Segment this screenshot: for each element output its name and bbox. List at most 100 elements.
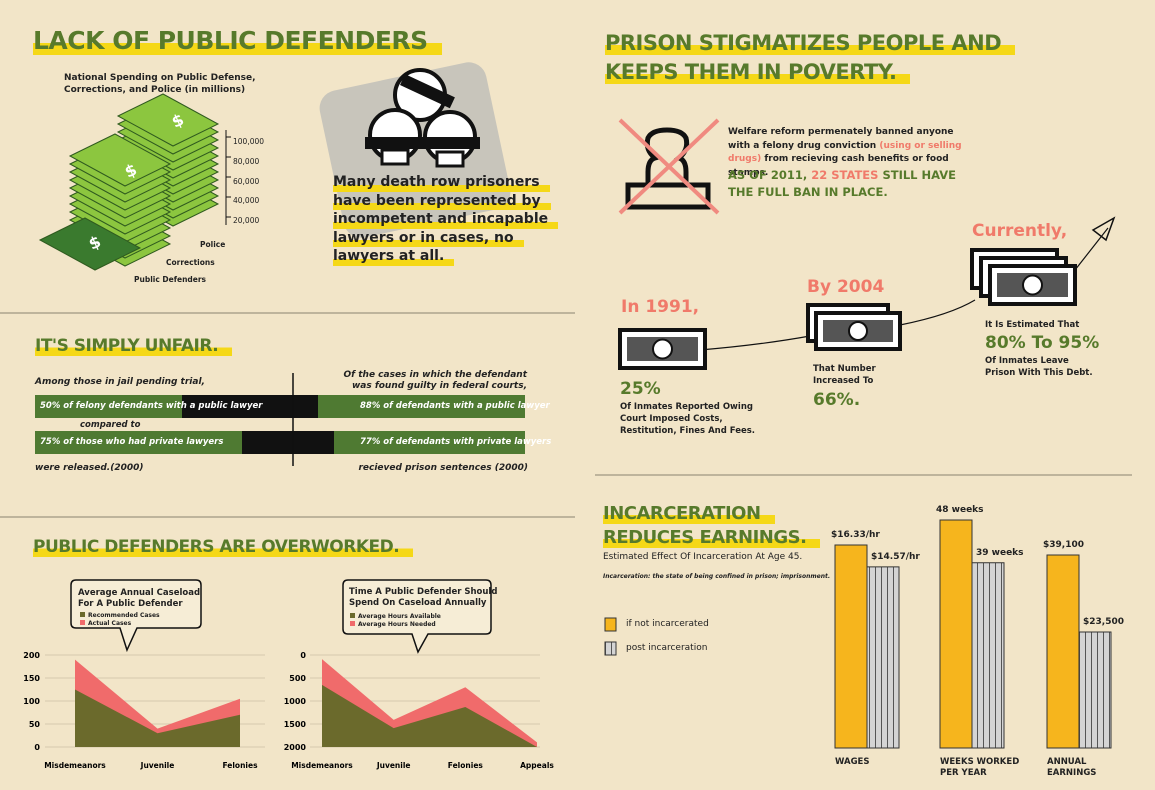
highlight: (using or selling drugs) xyxy=(728,140,962,165)
y-tick-label: 50 xyxy=(29,720,41,729)
legend-item: Average Hours Needed xyxy=(350,621,441,629)
step-text: Of Inmates Leave Prison With This Debt. xyxy=(985,356,1093,378)
arrow xyxy=(1091,216,1116,242)
legend-label: Average Hours Available xyxy=(358,613,441,620)
scale-label: 100,000 xyxy=(233,137,265,146)
legend-label: Actual Cases xyxy=(88,620,132,627)
step-text: It Is Estimated That xyxy=(985,320,1080,330)
compared: compared to xyxy=(80,420,141,430)
bills xyxy=(618,248,1077,370)
legend-swatch xyxy=(350,621,355,626)
text: from recieving cash benefits or food sta… xyxy=(728,154,949,178)
step-figure: 66%. xyxy=(813,390,861,410)
value-label: $23,500 xyxy=(1083,617,1124,627)
y-tick-label: 2000 xyxy=(284,743,307,752)
value-label: 39 weeks xyxy=(976,547,1024,558)
bar-text: 77% of defendants with private lawyers xyxy=(360,437,552,447)
title-text: IT'S SIMPLY UNFAIR. xyxy=(35,336,233,356)
intro: Of the cases in which the defendant was … xyxy=(344,370,527,392)
legend-swatch xyxy=(350,613,355,618)
x-tick-label: Felonies xyxy=(222,761,258,770)
y-tick-label: 1500 xyxy=(284,720,307,729)
text: AS OF 2011, xyxy=(728,168,812,182)
legend-label: Average Hours Needed xyxy=(358,621,436,628)
callout-line: have been represented by xyxy=(333,191,551,210)
ban-text: AS OF 2011, 22 STATES STILL HAVE THE FUL… xyxy=(728,167,963,201)
step-text: That Number Increased To xyxy=(813,364,876,386)
title-text: KEEPS THEM IN POVERTY. xyxy=(605,60,911,84)
callout-line: lawyers or in cases, no xyxy=(333,228,524,247)
title-text: PRISON STIGMATIZES PEOPLE AND xyxy=(605,31,1016,55)
title-text: REDUCES EARNINGS. xyxy=(603,527,821,548)
chart-title: Average Annual Caseload For A Public Def… xyxy=(78,588,200,610)
x-tick-label: Juvenile xyxy=(376,761,411,770)
value-label: $39,100 xyxy=(1043,540,1084,550)
text: STILL HAVE THE FULL BAN IN PLACE. xyxy=(728,168,957,199)
legend-item: Average Hours Available xyxy=(350,613,441,621)
y-tick-label: 0 xyxy=(300,651,306,660)
callout-boxes xyxy=(70,579,492,654)
area xyxy=(75,689,240,747)
step-text: Of Inmates Reported Owing Court Imposed … xyxy=(620,402,756,436)
stack-label: Police xyxy=(200,240,226,249)
money-stacks: $$$ xyxy=(38,93,231,271)
title: INCARCERATION REDUCES EARNINGS. xyxy=(603,502,821,550)
bar xyxy=(971,562,1005,749)
legend-swatch xyxy=(80,612,85,617)
legend-swatch xyxy=(80,620,85,625)
welfare-text: Welfare reform permenately banned anyone… xyxy=(728,126,968,180)
bar xyxy=(1046,554,1080,749)
step-figure: 25% xyxy=(620,379,661,399)
stack-label: Corrections xyxy=(166,258,215,267)
scale: 100,000 80,000 60,000 40,000 20,000 xyxy=(233,132,264,231)
highlight: 22 STATES xyxy=(811,168,879,182)
callout-line: Many death row prisoners xyxy=(333,173,550,192)
scale-label: 60,000 xyxy=(233,176,260,186)
callout-line: incompetent and incapable xyxy=(333,210,559,229)
step-heading: By 2004 xyxy=(807,277,885,297)
outro: recieved prison sentences (2000) xyxy=(358,463,528,473)
bar-text: 50% of felony defendants with a public l… xyxy=(40,401,263,411)
value-label: 48 weeks xyxy=(936,505,984,515)
x-tick-label: WAGES xyxy=(835,757,870,767)
x-tick-label: Juvenile xyxy=(140,761,175,770)
x-tick-label: Misdemeanors xyxy=(44,761,106,770)
x-tick-label: ANNUAL EARNINGS xyxy=(1047,757,1097,778)
bill-coin xyxy=(848,321,868,341)
bar xyxy=(866,566,900,749)
chart-title-line: Average Annual Caseload xyxy=(78,588,201,598)
x-tick-label: Felonies xyxy=(448,761,484,770)
bill-coin xyxy=(1022,274,1043,296)
value-label: $14.57/hr xyxy=(871,551,920,562)
timeline xyxy=(699,227,1109,351)
title: PRISON STIGMATIZES PEOPLE AND KEEPS THEM… xyxy=(605,29,1016,87)
scale-label: 40,000 xyxy=(233,196,260,206)
y-tick-label: 100 xyxy=(23,697,40,706)
value-label: $16.33/hr xyxy=(831,530,880,540)
bill-coin xyxy=(652,338,673,360)
chart-title-line: For A Public Defender xyxy=(78,599,183,609)
stack-label: Public Defenders xyxy=(134,275,207,284)
x-tick-label: WEEKS WORKED PER YEAR xyxy=(940,757,1020,778)
text: Welfare reform permenately banned anyone… xyxy=(728,127,954,151)
legend-item: Actual Cases xyxy=(80,620,160,628)
subtitle: National Spending on Public Defense, Cor… xyxy=(64,73,256,95)
chart-title: Time A Public Defender Should Spend On C… xyxy=(349,587,497,609)
y-tick-label: 150 xyxy=(23,674,40,683)
legend-label: Recommended Cases xyxy=(88,612,160,619)
area xyxy=(322,684,537,747)
legend-label: if not incarcerated xyxy=(626,619,709,629)
y-tick-label: 500 xyxy=(289,674,306,683)
section-title: IT'S SIMPLY UNFAIR. xyxy=(35,336,233,356)
bar xyxy=(1078,631,1112,749)
money-sheet xyxy=(116,93,220,147)
legend: Recommended Cases Actual Cases xyxy=(80,612,160,628)
step-heading: In 1991, xyxy=(621,297,700,317)
chart-title-line: Spend On Caseload Annually xyxy=(349,598,487,608)
legend-swatch xyxy=(604,641,617,656)
callout: Many death row prisoners have been repre… xyxy=(333,173,559,266)
step-heading: Currently, xyxy=(972,221,1068,241)
intro: Among those in jail pending trial, xyxy=(35,377,205,387)
